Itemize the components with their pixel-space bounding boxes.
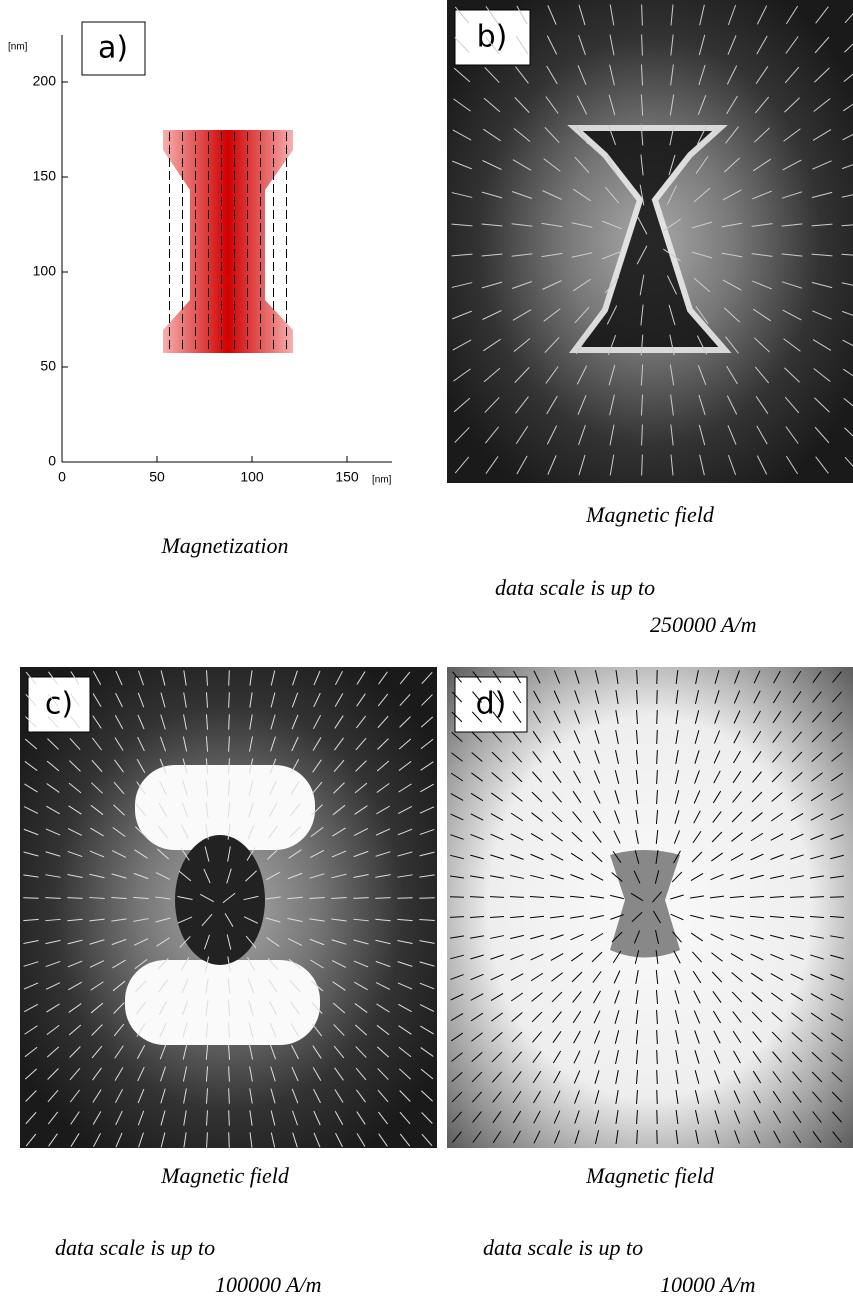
scale-value: 250000 A/m <box>650 612 757 637</box>
arrow <box>229 1110 230 1125</box>
scale-text: data scale is up to <box>483 1235 643 1260</box>
arrow <box>657 750 658 764</box>
y-tick-label: 150 <box>33 168 57 184</box>
arrow <box>657 730 658 744</box>
arrow <box>657 1090 658 1104</box>
arrow <box>657 1070 658 1084</box>
panel-label: d) <box>476 687 507 722</box>
y-tick-label: 50 <box>40 358 56 374</box>
x-unit: [nm] <box>372 475 392 486</box>
scale-value: 10000 A/m <box>660 1272 756 1297</box>
x-tick-label: 0 <box>58 469 66 485</box>
panel-d: d) Magnetic field data scale is up to 10… <box>447 667 853 1297</box>
arrow <box>229 670 230 685</box>
x-tick-label: 150 <box>335 469 359 485</box>
panel-label: b) <box>477 20 508 55</box>
arrow <box>23 898 38 899</box>
panel-label: c) <box>45 687 73 722</box>
field-core <box>175 835 265 965</box>
panel-a: a) [nm] [nm] Magnetization 0 50 100 150 0 50 1… <box>8 22 392 558</box>
y-tick-label: 100 <box>33 263 57 279</box>
arrow <box>450 897 464 898</box>
arrow <box>375 898 390 899</box>
y-tick-label: 200 <box>33 73 57 89</box>
caption: Magnetic field <box>160 1163 290 1188</box>
arrow <box>229 1132 230 1147</box>
arrow <box>419 898 434 899</box>
scale-value: 100000 A/m <box>215 1272 322 1297</box>
arrow <box>810 897 824 898</box>
arrow <box>657 1050 658 1064</box>
y-tick-label: 0 <box>48 453 56 469</box>
arrow <box>830 897 844 898</box>
arrow <box>229 692 230 707</box>
scale-text: data scale is up to <box>495 575 655 600</box>
panel-label: a) <box>98 31 128 66</box>
arrow <box>397 898 412 899</box>
x-tick-label: 100 <box>240 469 264 485</box>
arrow <box>470 897 484 898</box>
caption: Magnetic field <box>585 1163 715 1188</box>
arrow <box>657 710 658 724</box>
panel-c: c) Magnetic field data scale is up to 10… <box>20 667 437 1297</box>
panel-b: b) Magnetic field data scale is up to 25… <box>447 0 853 637</box>
caption: Magnetization <box>160 533 288 558</box>
y-unit: [nm] <box>8 42 28 53</box>
arrow <box>45 898 60 899</box>
caption: Magnetic field <box>585 502 715 527</box>
figure: a) [nm] [nm] Magnetization 0 50 100 150 0 50 1… <box>0 0 853 1299</box>
scale-text: data scale is up to <box>55 1235 215 1260</box>
x-tick-label: 50 <box>149 469 165 485</box>
